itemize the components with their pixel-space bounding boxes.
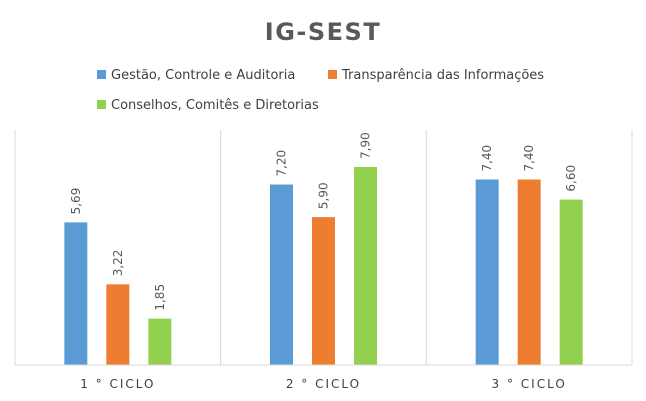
legend-item: Gestão, Controle e Auditoria [97, 68, 295, 83]
bar [517, 179, 541, 365]
bar [312, 217, 335, 365]
data-label: 7,20 [275, 150, 289, 177]
chart-legend: Gestão, Controle e Auditoria Transparênci… [97, 68, 544, 113]
bar [354, 167, 377, 365]
data-label: 3,22 [111, 250, 125, 277]
legend-item: Conselhos, Comitês e Diretorias [97, 98, 319, 113]
bar [270, 184, 293, 365]
data-label: 5,90 [317, 182, 331, 209]
legend-item: Transparência das Informações [328, 68, 544, 83]
chart-title: IG-SEST [265, 18, 381, 46]
data-label: 7,90 [359, 132, 373, 159]
x-tick-label: 1 ° CICLO [80, 377, 155, 391]
category-separators [14, 130, 633, 365]
bar [64, 222, 88, 365]
data-label: 6,60 [564, 165, 578, 192]
bars-group [64, 167, 583, 365]
x-axis-tick-labels: 1 ° CICLO 2 ° CICLO 3 ° CICLO [80, 377, 567, 391]
bar [559, 199, 583, 365]
legend-swatch [328, 70, 337, 79]
bar [475, 179, 499, 365]
bar [148, 318, 172, 365]
legend-swatch [97, 100, 106, 109]
data-label: 1,85 [153, 284, 167, 311]
x-tick-label: 3 ° CICLO [492, 377, 567, 391]
x-tick-label: 2 ° CICLO [286, 377, 361, 391]
legend-swatch [97, 70, 106, 79]
data-label: 5,69 [69, 188, 83, 215]
data-label: 7,40 [522, 145, 536, 172]
legend-label: Conselhos, Comitês e Diretorias [111, 98, 319, 113]
data-label: 7,40 [480, 145, 494, 172]
legend-label: Gestão, Controle e Auditoria [111, 68, 295, 83]
data-labels-group: 5,69 3,22 1,85 7,20 5,90 7,90 7,40 7,40 6,60 [69, 132, 578, 310]
bar [106, 284, 130, 365]
legend-label: Transparência das Informações [341, 68, 544, 83]
